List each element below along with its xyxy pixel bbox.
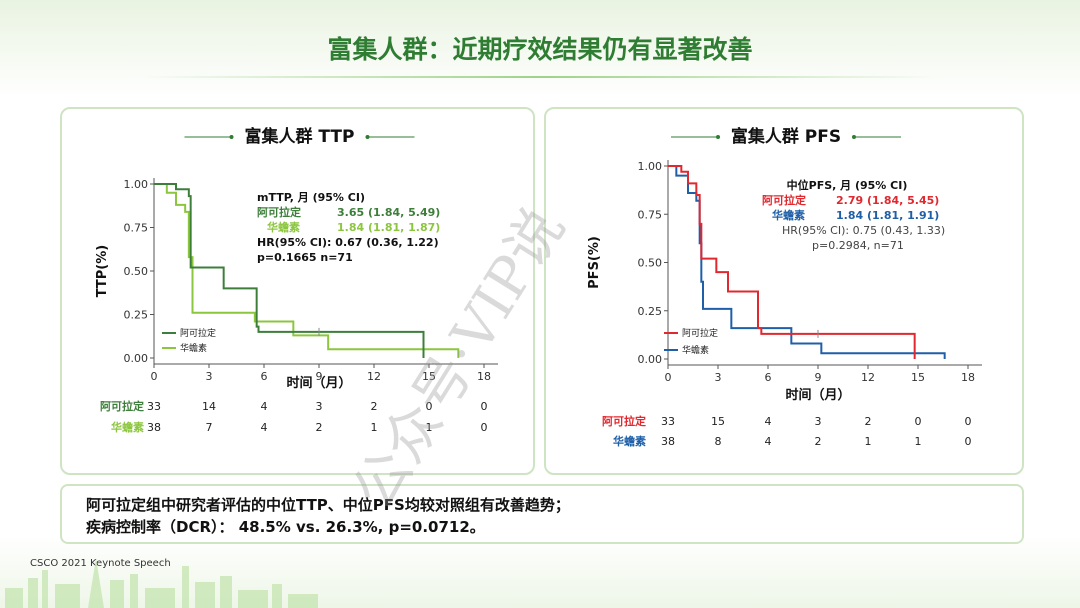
x-tick-label: 9 <box>316 370 323 383</box>
risk-value: 2 <box>316 421 323 434</box>
risk-value: 15 <box>711 415 725 428</box>
x-tick-label: 12 <box>367 370 381 383</box>
risk-value: 4 <box>765 415 772 428</box>
chart-title: 富集人群 PFS <box>731 126 841 147</box>
x-tick-label: 15 <box>911 371 925 384</box>
annotation-p: p=0.1665 n=71 <box>257 251 353 264</box>
y-tick-label: 0.75 <box>124 222 149 235</box>
series-line-a <box>154 183 425 358</box>
annotation-a-label: 阿可拉定 <box>257 205 301 219</box>
risk-value: 0 <box>426 400 433 413</box>
y-tick-label: 0.00 <box>638 353 663 366</box>
series-line-a <box>668 165 916 359</box>
risk-value: 4 <box>765 435 772 448</box>
annotation-b-value: 1.84 (1.81, 1.87) <box>337 221 440 234</box>
ttp-panel: 富集人群 TTP 0.00 0.25 0.50 0.75 1.00 0 3 6 9 12 15 18 时间… <box>60 107 535 475</box>
annotation-a-label: 阿可拉定 <box>762 193 806 207</box>
page-title: 富集人群：近期疗效结果仍有显著改善 <box>327 35 753 64</box>
y-tick-label: 0.50 <box>124 265 149 278</box>
chart-title: 富集人群 TTP <box>245 126 355 147</box>
risk-row-label: 阿可拉定 <box>602 414 646 428</box>
annotation-b-value: 1.84 (1.81, 1.91) <box>836 209 939 222</box>
title-dot-right <box>365 135 370 139</box>
risk-value: 33 <box>661 415 675 428</box>
x-tick-label: 0 <box>665 371 672 384</box>
risk-value: 0 <box>915 415 922 428</box>
x-tick-label: 0 <box>151 370 158 383</box>
y-tick-label: 0.25 <box>638 305 663 318</box>
risk-value: 2 <box>865 415 872 428</box>
y-tick-label: 0.75 <box>638 208 663 221</box>
legend-label: 阿可拉定 <box>682 327 718 339</box>
risk-row-label: 华蟾素 <box>613 434 646 448</box>
x-tick-label: 3 <box>715 371 722 384</box>
risk-row-label: 阿可拉定 <box>100 399 144 413</box>
legend-label: 阿可拉定 <box>180 327 216 339</box>
conclusion-line-2: 疾病控制率（DCR）： 48.5% vs. 26.3%, p=0.0712。 <box>86 518 485 536</box>
risk-value: 0 <box>481 400 488 413</box>
y-tick-label: 1.00 <box>124 178 149 191</box>
annotation-hr: HR(95% CI): 0.67 (0.36, 1.22) <box>257 236 439 249</box>
x-tick-label: 3 <box>206 370 213 383</box>
x-tick-label: 18 <box>961 371 975 384</box>
y-tick-label: 0.50 <box>638 257 663 270</box>
x-axis-label: 时间（月） <box>785 387 850 403</box>
risk-value: 1 <box>915 435 922 448</box>
x-tick-label: 6 <box>765 371 772 384</box>
y-axis-label: TTP(%) <box>95 245 110 297</box>
y-tick-label: 0.25 <box>124 309 149 322</box>
y-tick-label: 0.00 <box>124 352 149 365</box>
legend-label: 华蟾素 <box>682 344 709 356</box>
risk-value: 1 <box>426 421 433 434</box>
annotation-head: 中位PFS, 月 (95% CI) <box>787 178 908 192</box>
annotation-a-value: 3.65 (1.84, 5.49) <box>337 206 440 219</box>
risk-value: 0 <box>965 435 972 448</box>
x-axis-label: 时间（月） <box>286 375 351 391</box>
annotation-p: p=0.2984, n=71 <box>812 239 904 252</box>
risk-value: 8 <box>715 435 722 448</box>
series-line-b <box>154 183 460 358</box>
risk-value: 3 <box>316 400 323 413</box>
risk-value: 38 <box>661 435 675 448</box>
y-axis-label: PFS(%) <box>587 236 602 289</box>
x-tick-label: 15 <box>422 370 436 383</box>
title-dot-left <box>716 135 720 139</box>
y-tick-label: 1.00 <box>638 160 663 173</box>
title-dot-left <box>229 135 234 139</box>
footer-source: CSCO 2021 Keynote Speech <box>30 558 171 569</box>
risk-row-label: 华蟾素 <box>111 420 144 434</box>
risk-value: 2 <box>815 435 822 448</box>
risk-value: 7 <box>206 421 213 434</box>
risk-value: 14 <box>202 400 216 413</box>
annotation-a-value: 2.79 (1.84, 5.45) <box>836 194 939 207</box>
risk-value: 33 <box>147 400 161 413</box>
risk-value: 38 <box>147 421 161 434</box>
risk-value: 4 <box>261 400 268 413</box>
series-line-b <box>668 165 946 359</box>
title-divider <box>140 76 940 78</box>
risk-value: 3 <box>815 415 822 428</box>
risk-value: 2 <box>371 400 378 413</box>
city-skyline-decoration <box>5 558 318 608</box>
conclusion-line-1: 阿可拉定组中研究者评估的中位TTP、中位PFS均较对照组有改善趋势； <box>86 496 570 514</box>
x-tick-label: 6 <box>261 370 268 383</box>
legend-label: 华蟾素 <box>180 342 207 354</box>
x-tick-label: 18 <box>477 370 491 383</box>
risk-value: 1 <box>371 421 378 434</box>
risk-value: 0 <box>481 421 488 434</box>
x-tick-label: 9 <box>815 371 822 384</box>
pfs-panel: 富集人群 PFS 0.00 0.25 0.50 0.75 1.00 0 3 6 9 12 15 18 时间… <box>544 107 1024 475</box>
annotation-hr: HR(95% CI): 0.75 (0.43, 1.33) <box>782 224 945 237</box>
risk-value: 0 <box>965 415 972 428</box>
risk-value: 4 <box>261 421 268 434</box>
annotation-b-label: 华蟾素 <box>772 208 805 222</box>
annotation-b-label: 华蟾素 <box>267 220 300 234</box>
annotation-head: mTTP, 月 (95% CI) <box>257 191 365 204</box>
conclusion-box: 阿可拉定组中研究者评估的中位TTP、中位PFS均较对照组有改善趋势； 疾病控制率… <box>60 484 1024 544</box>
x-tick-label: 12 <box>861 371 875 384</box>
title-dot-right <box>852 135 856 139</box>
risk-value: 1 <box>865 435 872 448</box>
